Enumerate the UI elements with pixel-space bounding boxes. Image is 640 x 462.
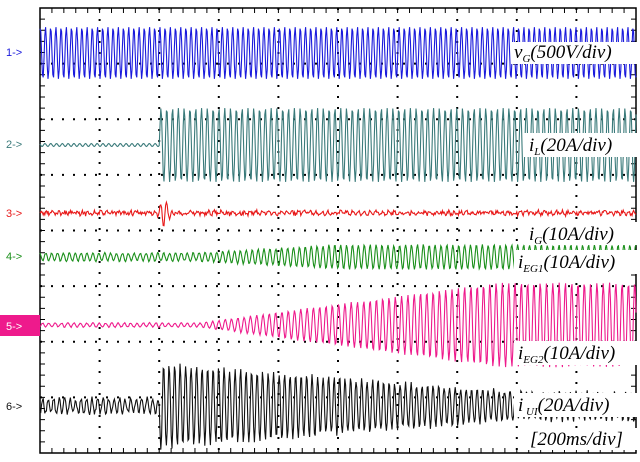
channel-labels: vG(500V/div) iL(20A/div) iG(10A/div) iEG… [511,42,640,450]
channel-1-label: vG(500V/div) [514,42,612,65]
channel-6-label: i UI(20A/div) [518,395,609,418]
channel-markers: 1-> 2-> 3-> 4-> 5-> 6-> [0,47,40,413]
channel-4-marker: 4-> [6,251,22,263]
channel-5-label: iEG2(10A/div) [518,343,615,366]
label-bg-5 [514,341,640,365]
channel-2-label: iL(20A/div) [529,135,612,158]
trace-channel-3 [39,200,637,227]
channel-3-marker: 3-> [6,208,22,220]
label-bg-6 [514,393,640,417]
channel-4-label: iEG1(10A/div) [518,252,615,275]
channel-5-marker: 5-> [6,321,22,333]
label-bg-2 [524,133,640,157]
label-bg-3 [524,222,640,245]
trace-channel-1 [39,27,637,79]
time-scale-bg [524,428,640,450]
channel-3-label: iG(10A/div) [529,224,614,247]
channel-2-marker: 2-> [6,139,22,151]
channel-6-marker: 6-> [6,401,22,413]
label-bg-1 [511,42,640,64]
channel-5-marker-bg [0,315,40,336]
channel-1-marker: 1-> [6,47,22,59]
label-bg-4 [514,250,640,274]
time-scale-label: [200ms/div] [530,429,623,450]
